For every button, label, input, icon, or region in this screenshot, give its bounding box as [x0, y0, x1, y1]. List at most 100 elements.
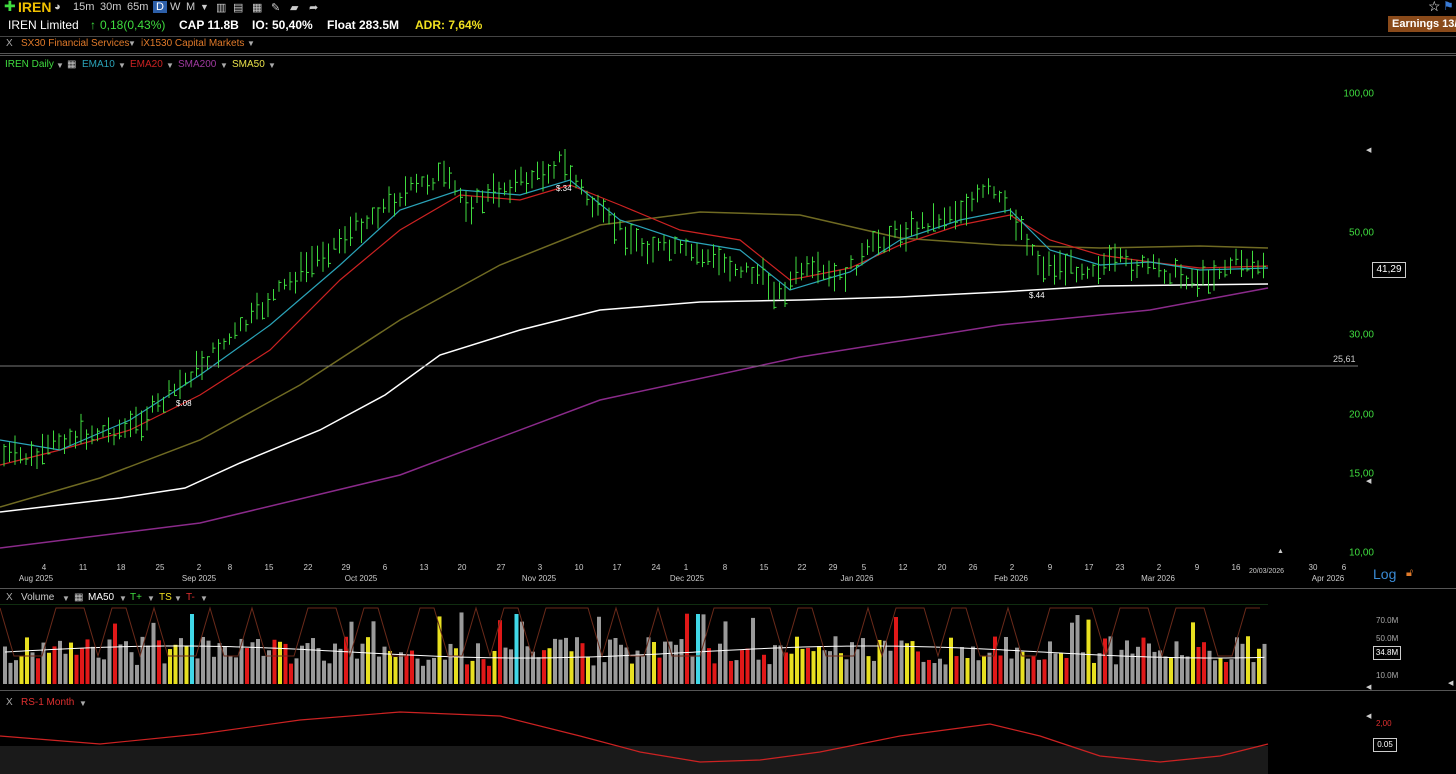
- ts-dropdown-icon[interactable]: ▼: [174, 594, 182, 603]
- earnings-marker[interactable]: $.44: [1029, 291, 1045, 300]
- volume-bar: [311, 638, 315, 684]
- vol-grid-icon[interactable]: ▦: [74, 592, 84, 603]
- volume-bar: [476, 643, 480, 684]
- volume-bar: [1103, 638, 1107, 684]
- sector-dropdown-icon[interactable]: ▼: [128, 39, 136, 48]
- volume-bar: [151, 622, 156, 684]
- tf-daily[interactable]: D: [153, 1, 167, 13]
- volume-close-button[interactable]: X: [6, 592, 13, 603]
- rs-title[interactable]: RS-1 Month: [21, 697, 75, 708]
- volume-bar: [894, 616, 898, 684]
- tminus-legend[interactable]: T-: [186, 592, 195, 603]
- volume-bar: [179, 638, 183, 684]
- rs-dropdown-icon[interactable]: ▼: [79, 699, 87, 708]
- tf-30m[interactable]: 30m: [100, 1, 122, 13]
- current-date: 20/03/2026: [1249, 568, 1285, 575]
- earnings-marker[interactable]: $.08: [176, 399, 192, 408]
- tf-dropdown-icon[interactable]: ▼: [200, 2, 209, 12]
- industry-dropdown-icon[interactable]: ▼: [247, 39, 255, 48]
- ticker-symbol[interactable]: IREN: [18, 0, 52, 15]
- ema10-dropdown-icon[interactable]: ▼: [118, 61, 126, 70]
- volume-bar: [459, 612, 464, 684]
- volume-chart[interactable]: [0, 604, 1370, 686]
- ema20-dropdown-icon[interactable]: ▼: [166, 61, 174, 70]
- tf-monthly[interactable]: M: [186, 1, 196, 13]
- volume-bar: [531, 651, 535, 684]
- volume-bar: [734, 660, 739, 684]
- price-chart[interactable]: [0, 70, 1370, 570]
- earnings-marker[interactable]: $.34: [556, 184, 572, 193]
- earnings-badge[interactable]: Earnings 13/: [1388, 16, 1456, 32]
- volume-bar: [1262, 643, 1267, 684]
- sma200-dropdown-icon[interactable]: ▼: [220, 61, 228, 70]
- tf-15m[interactable]: 15m: [73, 1, 95, 13]
- bar-type-icon[interactable]: ▥: [216, 2, 227, 14]
- volume-bar: [558, 639, 563, 684]
- ts-legend[interactable]: TS: [159, 592, 172, 603]
- volume-ma-legend[interactable]: MA50: [88, 592, 115, 603]
- ema10-legend[interactable]: EMA10: [82, 59, 115, 70]
- sector-link[interactable]: SX30 Financial Services: [21, 38, 130, 49]
- sma50-dropdown-icon[interactable]: ▼: [268, 61, 276, 70]
- volume-bar: [355, 658, 359, 684]
- sma50-legend[interactable]: SMA50: [232, 59, 265, 70]
- sma200-legend[interactable]: SMA200: [178, 59, 217, 70]
- rs-close-button[interactable]: X: [6, 697, 13, 708]
- volume-bar: [300, 645, 304, 684]
- tf-weekly[interactable]: W: [170, 1, 181, 13]
- ma-dropdown-icon[interactable]: ▼: [119, 594, 127, 603]
- log-scale-toggle[interactable]: Log: [1373, 566, 1397, 582]
- tf-65m[interactable]: 65m: [127, 1, 149, 13]
- industry-link[interactable]: iX1530 Capital Markets: [141, 38, 245, 49]
- scroll-left-icon[interactable]: ◀: [1366, 147, 1372, 154]
- tplus-legend[interactable]: T+: [130, 592, 142, 603]
- volume-bar: [74, 654, 79, 684]
- volume-bar: [729, 660, 733, 684]
- volume-bar: [663, 641, 667, 684]
- ema20-legend[interactable]: EMA20: [130, 59, 163, 70]
- volume-bar: [784, 652, 788, 684]
- volume-bar: [998, 655, 1003, 684]
- rs-chart[interactable]: [0, 706, 1370, 774]
- flag-icon[interactable]: ⚑: [1443, 0, 1454, 13]
- adr-value: ADR: 7,64%: [415, 18, 483, 32]
- volume-bar: [630, 663, 634, 684]
- volume-bar: [1086, 619, 1091, 684]
- note-icon[interactable]: ▰: [290, 2, 299, 14]
- volume-bar: [63, 653, 68, 684]
- scroll-left-icon-5[interactable]: ◀: [1366, 713, 1372, 720]
- volume-bar: [1147, 643, 1151, 684]
- scroll-left-icon-2[interactable]: ◀: [1366, 478, 1372, 485]
- chart-style-icon[interactable]: ◕: [54, 1, 61, 13]
- grid-toggle-icon[interactable]: ▦: [67, 59, 77, 70]
- volume-bar: [509, 649, 513, 684]
- volume-label: 70.0M: [1376, 616, 1399, 625]
- volume-bar: [624, 647, 629, 684]
- volume-bar: [1059, 653, 1063, 684]
- star-icon[interactable]: ☆: [1428, 0, 1441, 14]
- indicator-icon[interactable]: ▤: [233, 2, 244, 14]
- volume-title[interactable]: Volume: [21, 592, 55, 603]
- date-tick: 2: [1156, 563, 1162, 572]
- date-tick: 29: [341, 563, 351, 572]
- share-icon[interactable]: ➦: [309, 2, 319, 14]
- add-icon[interactable]: ✚: [4, 0, 16, 14]
- volume-dropdown-icon[interactable]: ▼: [62, 594, 70, 603]
- grid-icon[interactable]: ▦: [252, 2, 263, 14]
- volume-bar: [1202, 642, 1206, 684]
- symbol-legend[interactable]: IREN Daily: [5, 59, 54, 70]
- pencil-icon[interactable]: ✎: [271, 2, 281, 14]
- symbol-dropdown-icon[interactable]: ▼: [56, 61, 64, 70]
- sector-close-button[interactable]: X: [6, 38, 13, 49]
- volume-bar: [19, 655, 24, 684]
- volume-bar: [388, 650, 392, 684]
- volume-bar: [773, 645, 777, 684]
- scroll-left-icon-3[interactable]: ◀: [1366, 684, 1372, 691]
- scroll-left-icon-4[interactable]: ◀: [1448, 680, 1454, 687]
- lock-icon[interactable]: 🔓︎: [1406, 567, 1414, 579]
- hline-value-label: 25,61: [1333, 354, 1356, 364]
- volume-bar: [437, 616, 442, 684]
- scroll-up-icon[interactable]: ▲: [1277, 548, 1284, 555]
- tminus-dropdown-icon[interactable]: ▼: [200, 594, 208, 603]
- tplus-dropdown-icon[interactable]: ▼: [147, 594, 155, 603]
